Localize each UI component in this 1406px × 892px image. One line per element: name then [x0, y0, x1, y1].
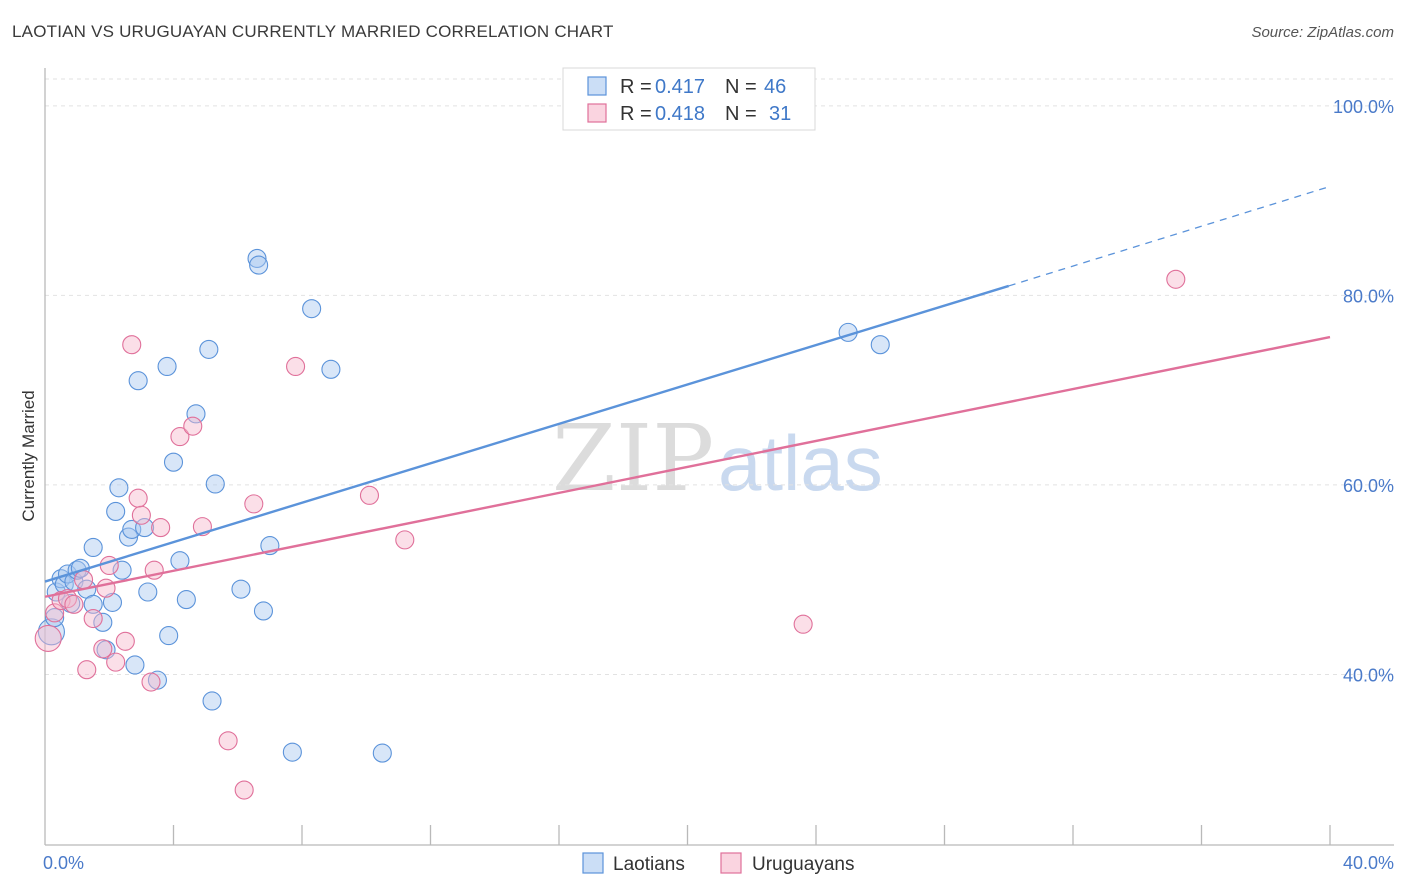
- point-laotians-24: [138, 582, 158, 602]
- point-uruguayans-12: [115, 631, 135, 651]
- point-laotians-35: [231, 579, 251, 599]
- point-uruguayans-25: [286, 356, 306, 377]
- point-laotians-33: [202, 691, 222, 711]
- point-uruguayans-15: [131, 505, 151, 525]
- point-uruguayans-18: [151, 518, 171, 538]
- point-laotians-37: [249, 255, 269, 275]
- legend-n-value-laotians: 46: [764, 76, 786, 98]
- point-uruguayans-16: [141, 672, 161, 692]
- point-laotians-31: [186, 404, 206, 424]
- legend-n-label-uruguayans: N =: [725, 103, 757, 125]
- point-uruguayans-13: [122, 335, 142, 355]
- point-laotians-12: [83, 594, 103, 614]
- axes: [44, 68, 1394, 846]
- point-laotians-13: [93, 612, 113, 632]
- y-tick-label-60: 60.0%: [1343, 476, 1394, 496]
- stats-legend: R = 0.417 N = 46 R = 0.418 N = 31: [562, 67, 816, 131]
- point-uruguayans-14: [128, 488, 148, 508]
- legend-n-label-laotians: N =: [725, 76, 757, 98]
- point-uruguayans-6: [77, 660, 97, 680]
- trend-line-laotians: [44, 284, 1010, 583]
- point-laotians-45: [870, 335, 890, 355]
- point-laotians-40: [282, 742, 302, 762]
- point-laotians-25: [147, 670, 167, 690]
- chart-title: LAOTIAN VS URUGUAYAN CURRENTLY MARRIED C…: [12, 22, 614, 41]
- legend-swatch-laotians-bottom: [582, 852, 604, 874]
- point-laotians-34: [205, 474, 225, 494]
- trend-line-extension-laotians: [1008, 185, 1331, 287]
- point-laotians-15: [102, 592, 123, 612]
- point-uruguayans-26: [359, 485, 380, 505]
- point-uruguayans-20: [183, 416, 203, 436]
- legend-swatch-uruguayans: [587, 103, 607, 123]
- point-uruguayans-27: [395, 530, 415, 550]
- x-ticks: [172, 825, 1331, 845]
- point-laotians-42: [321, 359, 341, 379]
- point-uruguayans-11: [106, 652, 126, 672]
- point-laotians-36: [247, 248, 267, 269]
- point-laotians-38: [253, 601, 274, 621]
- point-uruguayans-2: [51, 590, 71, 611]
- point-uruguayans-8: [93, 639, 113, 659]
- y-tick-label-80: 80.0%: [1343, 286, 1394, 306]
- point-laotians-26: [157, 356, 177, 377]
- point-uruguayans-19: [170, 427, 190, 447]
- legend-r-value-uruguayans: 0.418: [655, 103, 705, 125]
- point-uruguayans-22: [218, 731, 238, 751]
- point-laotians-23: [135, 518, 155, 538]
- y-tick-label-100: 100.0%: [1333, 97, 1394, 117]
- point-laotians-18: [112, 560, 132, 580]
- legend-r-label-laotians: R =: [620, 76, 652, 98]
- point-uruguayans-23: [234, 780, 254, 800]
- legend-label-uruguayans: Uruguayans: [752, 854, 854, 875]
- legend-label-laotians: Laotians: [613, 854, 685, 875]
- watermark-zip: ZIP: [552, 405, 714, 512]
- trend-lines: [44, 185, 1331, 598]
- legend-swatch-laotians: [587, 76, 607, 96]
- x-tick-label-min: 0.0%: [43, 853, 84, 873]
- legend-r-label-uruguayans: R =: [620, 103, 652, 125]
- point-laotians-32: [199, 339, 219, 359]
- point-uruguayans-28: [793, 614, 813, 634]
- legend-n-value-uruguayans: 31: [769, 103, 791, 125]
- point-uruguayans-24: [244, 494, 264, 514]
- point-laotians-21: [125, 655, 145, 675]
- point-laotians-22: [128, 371, 148, 391]
- legend-r-value-laotians: 0.417: [655, 76, 705, 98]
- point-uruguayans-4: [64, 594, 84, 614]
- data-points: [34, 248, 1186, 800]
- series-legend: Laotians Uruguayans: [582, 852, 854, 875]
- point-uruguayans-7: [83, 608, 103, 629]
- point-laotians-27: [159, 626, 179, 646]
- point-laotians-41: [302, 299, 322, 319]
- point-laotians-17: [109, 478, 129, 498]
- y-axis-label: Currently Married: [19, 390, 38, 521]
- point-uruguayans-1: [45, 603, 65, 623]
- x-tick-label-max: 40.0%: [1343, 853, 1394, 873]
- point-uruguayans-0: [34, 624, 62, 652]
- point-laotians-16: [106, 501, 126, 522]
- point-laotians-28: [163, 452, 184, 472]
- point-uruguayans-5: [74, 570, 94, 590]
- point-laotians-43: [372, 743, 392, 763]
- source-credit: Source: ZipAtlas.com: [1251, 24, 1394, 41]
- point-laotians-30: [176, 590, 196, 610]
- y-tick-label-40: 40.0%: [1343, 665, 1394, 685]
- point-laotians-11: [83, 537, 103, 558]
- y-tick-labels: 40.0% 60.0% 80.0% 100.0%: [1333, 97, 1394, 686]
- trend-line-uruguayans: [44, 335, 1331, 598]
- point-uruguayans-29: [1166, 269, 1186, 289]
- legend-swatch-uruguayans-bottom: [720, 852, 742, 874]
